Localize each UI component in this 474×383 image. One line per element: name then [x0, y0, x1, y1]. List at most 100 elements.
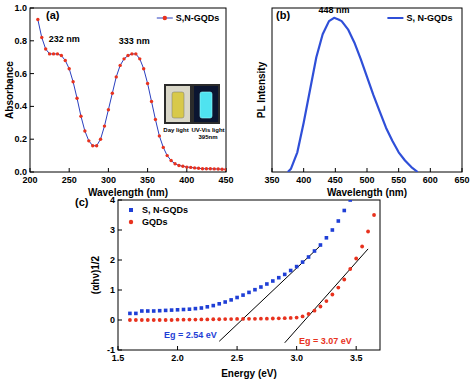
y-tick-label: -1 — [107, 345, 115, 355]
x-tick-label: 2.0 — [171, 353, 184, 363]
x-tick — [296, 346, 297, 350]
legend-label: S, N-GQDs — [406, 13, 452, 23]
data-point — [164, 318, 168, 322]
data-point — [182, 318, 186, 322]
data-point — [68, 67, 71, 70]
y-tick — [30, 106, 34, 107]
data-point — [360, 245, 364, 249]
panel: 350400450500550600650Wavelength (nm)PL I… — [256, 5, 470, 198]
data-point — [241, 293, 245, 297]
data-point — [130, 52, 133, 55]
data-point — [307, 255, 311, 259]
x-tick — [147, 168, 148, 172]
y-tick-label: 2 — [110, 255, 115, 265]
y-tick-label: 1.0 — [14, 3, 27, 13]
x-tick-label: 550 — [391, 175, 406, 185]
y-tick — [30, 8, 34, 9]
data-point — [134, 312, 138, 316]
data-point — [146, 318, 150, 322]
data-point — [71, 80, 74, 83]
data-point — [79, 115, 82, 118]
data-point — [289, 316, 293, 320]
x-tick — [177, 346, 178, 350]
x-tick-label: 250 — [62, 175, 77, 185]
data-point — [83, 129, 86, 132]
y-tick — [118, 260, 122, 261]
annotation: 232 nm — [49, 34, 80, 44]
data-point — [337, 219, 341, 223]
data-point — [319, 305, 323, 309]
y-tick-label: 0 — [110, 315, 115, 325]
y-tick — [118, 350, 122, 351]
data-point — [213, 167, 216, 170]
data-point — [313, 249, 317, 253]
y-tick — [118, 320, 122, 321]
data-point — [301, 315, 305, 319]
data-point — [194, 318, 198, 322]
data-point — [99, 138, 102, 141]
x-tick — [69, 168, 70, 172]
data-point — [188, 307, 192, 311]
data-point — [216, 167, 219, 170]
data-point — [40, 36, 43, 39]
x-tick-label: 400 — [296, 175, 311, 185]
data-point — [182, 308, 186, 312]
panel: 2002503003504004500.00.20.40.60.81.0Wave… — [4, 3, 234, 198]
data-point — [176, 308, 180, 312]
data-point — [253, 288, 257, 292]
legend-line — [387, 17, 403, 19]
legend-label: GQDs — [142, 217, 168, 227]
data-point — [342, 209, 346, 213]
data-point — [126, 54, 129, 57]
data-point — [140, 318, 144, 322]
data-point — [152, 309, 156, 313]
x-tick-label: 650 — [454, 175, 469, 185]
y-tick-label: 1 — [110, 285, 115, 295]
inset-label: Day light — [163, 127, 188, 133]
x-tick — [237, 346, 238, 350]
data-point — [295, 316, 299, 320]
photo-uv — [194, 86, 218, 122]
data-point — [194, 307, 198, 311]
x-tick-label: 3.5 — [350, 353, 363, 363]
annotation: 448 nm — [319, 5, 350, 15]
data-point — [140, 309, 144, 313]
x-tick-label: 300 — [101, 175, 116, 185]
data-point — [60, 54, 63, 57]
data-point — [134, 318, 138, 322]
data-point — [164, 309, 168, 313]
data-point — [217, 317, 221, 321]
data-point — [265, 317, 269, 321]
data-point — [205, 318, 209, 322]
data-point — [158, 318, 162, 322]
plot-data — [36, 18, 226, 171]
x-axis-label: Energy (eV) — [221, 368, 277, 379]
plot-data — [128, 200, 376, 343]
data-point — [64, 59, 67, 62]
y-tick-label: 0.2 — [14, 134, 27, 144]
x-tick-label: 450 — [218, 175, 233, 185]
x-tick-label: 2.5 — [231, 353, 244, 363]
data-point — [206, 305, 210, 309]
x-tick — [367, 168, 368, 172]
x-tick — [398, 168, 399, 172]
data-point — [36, 18, 39, 21]
inset-label: 395nm — [198, 134, 217, 140]
vial-glow — [200, 92, 212, 118]
data-point — [154, 118, 157, 121]
inset-label: UV-Vis light — [191, 127, 224, 133]
annotation: Eg = 2.54 eV — [164, 330, 217, 340]
x-tick — [335, 168, 336, 172]
x-tick — [108, 168, 109, 172]
data-point — [181, 165, 184, 168]
data-point — [265, 282, 269, 286]
legend-marker — [129, 208, 133, 212]
y-axis-label: PL Intensity — [256, 61, 267, 118]
x-tick-label: 350 — [264, 175, 279, 185]
y-tick — [30, 172, 34, 173]
data-point — [185, 165, 188, 168]
y-tick — [118, 230, 122, 231]
legend: S, N-GQDsGQDs — [129, 205, 188, 227]
data-point — [134, 52, 137, 55]
x-tick — [118, 346, 119, 350]
